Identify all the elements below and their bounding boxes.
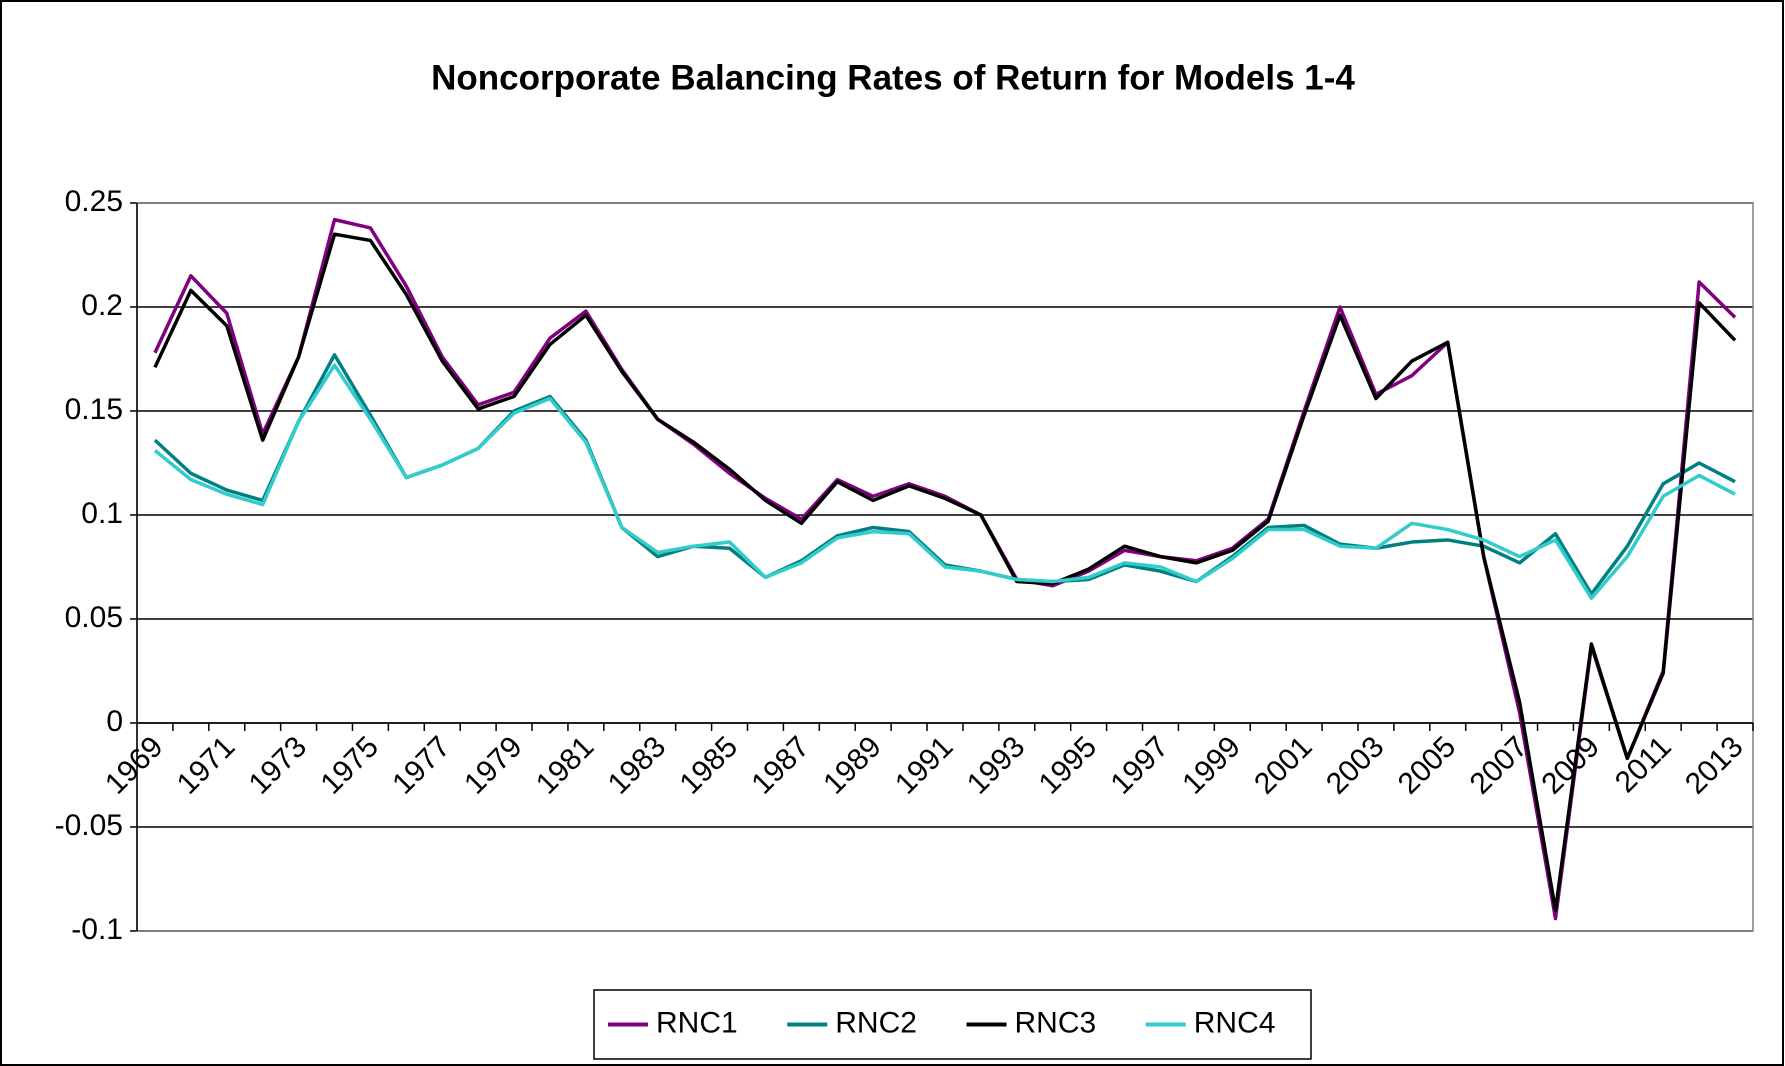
- y-tick-label: 0: [106, 705, 123, 738]
- legend-box: [593, 989, 1312, 1060]
- y-tick-label: 0.15: [65, 393, 123, 426]
- legend-label: RNC2: [835, 1006, 917, 1039]
- legend-label: RNC1: [656, 1006, 738, 1039]
- y-tick-label: 0.2: [81, 289, 123, 322]
- series-line: [153, 232, 1737, 912]
- y-tick-label: 0.1: [81, 497, 123, 530]
- legend: RNC1 RNC2 RNC3 RNC4: [593, 989, 1312, 1060]
- y-tick-label: -0.05: [55, 809, 123, 842]
- y-tick-label: -0.1: [71, 913, 123, 946]
- chart-title: Noncorporate Balancing Rates of Return f…: [431, 58, 1355, 97]
- y-tick-label: 0.05: [65, 601, 123, 634]
- y-tick-label: 0.25: [65, 185, 123, 218]
- legend-label: RNC4: [1194, 1006, 1276, 1039]
- legend-label: RNC3: [1015, 1006, 1097, 1039]
- series-line: [153, 363, 1736, 600]
